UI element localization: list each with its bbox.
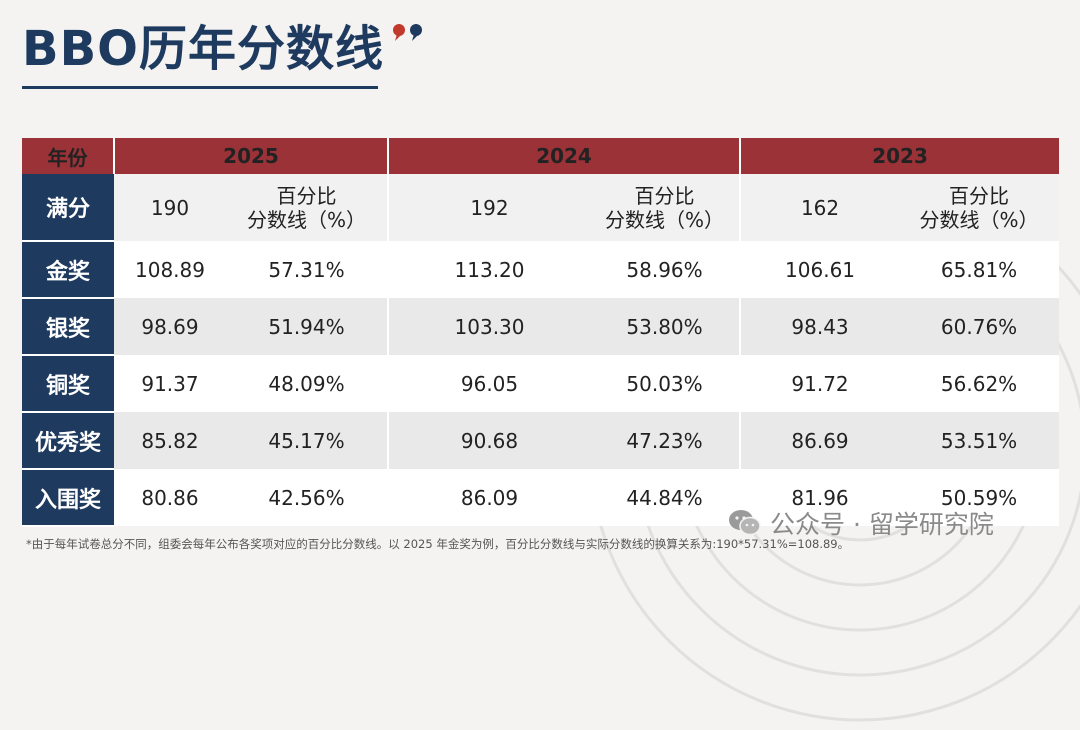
score-table: 年份 2025 2024 2023 满分 190 百分比 分数线（%） 192 百…	[22, 138, 1060, 527]
row-label-bronze: 铜奖	[22, 355, 114, 413]
row-label-gold: 金奖	[22, 241, 114, 299]
table-cell: 42.56%	[226, 469, 390, 526]
quote-dots-icon	[393, 24, 422, 41]
full-score-2024: 192	[388, 174, 591, 241]
pct-label-line1: 百分比	[634, 183, 695, 208]
table-row: 金奖 108.89 57.31% 113.20 58.96% 106.61 65…	[22, 241, 1060, 299]
full-score-2025: 190	[114, 174, 226, 241]
pct-label-line2: 分数线（%）	[247, 207, 367, 232]
table-cell: 86.69	[740, 412, 900, 469]
table-cell: 57.31%	[226, 241, 390, 298]
table-cell: 96.05	[388, 355, 591, 412]
row-label-full-score: 满分	[22, 174, 114, 242]
full-score-row: 满分 190 百分比 分数线（%） 192 百分比 分数线（%） 162 百分比 分数…	[22, 174, 1060, 242]
pct-label-line2: 分数线（%）	[605, 207, 725, 232]
table-cell: 98.43	[740, 298, 900, 355]
header-year-2025: 2025	[112, 138, 389, 174]
header-row: 年份 2025 2024 2023	[22, 138, 1060, 174]
pct-label-2024: 百分比 分数线（%）	[590, 174, 742, 241]
table-cell: 58.96%	[590, 241, 742, 298]
table-cell: 91.37	[114, 355, 226, 412]
table-row: 银奖 98.69 51.94% 103.30 53.80% 98.43 60.7…	[22, 298, 1060, 356]
title-underline	[22, 86, 378, 89]
table-row: 铜奖 91.37 48.09% 96.05 50.03% 91.72 56.62…	[22, 355, 1060, 413]
table-cell: 106.61	[740, 241, 900, 298]
pct-label-line1: 百分比	[276, 183, 337, 208]
table-cell: 81.96	[740, 469, 900, 526]
header-year-label: 年份	[22, 138, 114, 174]
row-label-excellence: 优秀奖	[22, 412, 114, 470]
table-cell: 53.51%	[899, 412, 1060, 469]
table-cell: 45.17%	[226, 412, 390, 469]
header-year-2023: 2023	[739, 138, 1060, 174]
table-cell: 85.82	[114, 412, 226, 469]
table-cell: 113.20	[388, 241, 591, 298]
pct-label-line1: 百分比	[949, 183, 1010, 208]
table-cell: 86.09	[388, 469, 591, 526]
title-area: BBO历年分数线	[22, 18, 384, 80]
table-cell: 108.89	[114, 241, 226, 298]
table-cell: 65.81%	[899, 241, 1060, 298]
wechat-icon	[729, 510, 761, 536]
table-cell: 44.84%	[590, 469, 742, 526]
page-title: BBO历年分数线	[22, 21, 384, 77]
table-cell: 60.76%	[899, 298, 1060, 355]
table-cell: 91.72	[740, 355, 900, 412]
table-cell: 51.94%	[226, 298, 390, 355]
table-row: 入围奖 80.86 42.56% 86.09 44.84% 81.96 50.5…	[22, 469, 1060, 527]
table-cell: 47.23%	[590, 412, 742, 469]
header-year-2024: 2024	[387, 138, 741, 174]
row-label-finalist: 入围奖	[22, 469, 114, 527]
table-cell: 98.69	[114, 298, 226, 355]
footnote: *由于每年试卷总分不同，组委会每年公布各奖项对应的百分比分数线。以 2025 年…	[26, 537, 850, 551]
pct-label-line2: 分数线（%）	[919, 207, 1039, 232]
table-cell: 50.03%	[590, 355, 742, 412]
row-label-silver: 银奖	[22, 298, 114, 356]
table-cell: 90.68	[388, 412, 591, 469]
watermark: 公众号 · 留学研究院	[728, 505, 994, 541]
table-row: 优秀奖 85.82 45.17% 90.68 47.23% 86.69 53.5…	[22, 412, 1060, 470]
table-cell: 48.09%	[226, 355, 390, 412]
table-cell: 103.30	[388, 298, 591, 355]
table-cell: 53.80%	[590, 298, 742, 355]
table-cell: 80.86	[114, 469, 226, 526]
table-cell: 50.59%	[899, 469, 1060, 526]
pct-label-2025: 百分比 分数线（%）	[226, 174, 390, 241]
table-cell: 56.62%	[899, 355, 1060, 412]
watermark-text: 公众号 · 留学研究院	[770, 510, 994, 539]
pct-label-2023: 百分比 分数线（%）	[899, 174, 1060, 241]
full-score-2023: 162	[740, 174, 900, 241]
